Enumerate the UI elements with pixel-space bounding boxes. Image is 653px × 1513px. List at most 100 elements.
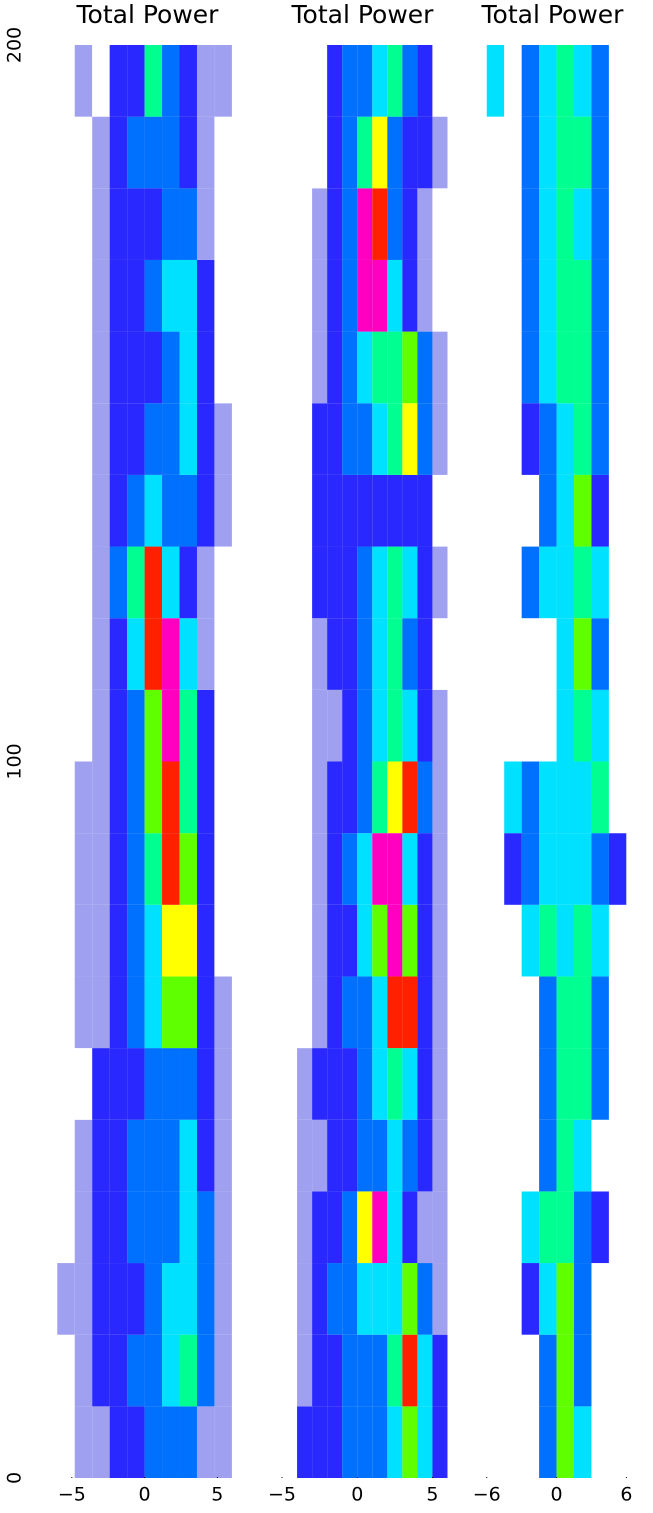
heat-cell xyxy=(417,1119,433,1192)
heat-cell xyxy=(92,45,110,117)
heat-cell xyxy=(417,761,433,834)
heat-cell xyxy=(327,976,343,1049)
heat-cell xyxy=(574,976,592,1049)
heat-cell xyxy=(608,116,627,189)
heat-cell xyxy=(74,618,93,690)
heat-cell xyxy=(92,618,110,690)
heat-cell xyxy=(57,1119,75,1192)
heat-cell xyxy=(486,546,505,619)
heat-cell xyxy=(127,976,145,1049)
heat-cell xyxy=(92,976,110,1049)
heat-cell xyxy=(521,1334,540,1407)
heat-cell xyxy=(486,904,505,977)
heat-cell xyxy=(521,761,540,834)
heat-cell xyxy=(521,188,540,260)
heat-cell xyxy=(504,331,522,404)
heat-cell xyxy=(402,546,418,619)
x-tick-label: 5 xyxy=(426,1484,438,1506)
heat-cell xyxy=(387,761,403,834)
heat-cell xyxy=(74,259,93,332)
heat-cell xyxy=(402,188,418,260)
x-tick-label: −5 xyxy=(268,1484,296,1506)
heat-cell xyxy=(591,833,609,905)
heat-cell xyxy=(608,1048,627,1120)
heat-cell xyxy=(387,1191,403,1264)
heat-cell xyxy=(127,403,145,475)
heat-cell xyxy=(327,116,343,189)
heat-cell xyxy=(196,331,215,404)
heat-cell xyxy=(372,1406,388,1478)
heat-cell xyxy=(179,1119,197,1192)
heat-cell xyxy=(297,546,313,619)
heat-cell xyxy=(92,1119,110,1192)
heat-cell xyxy=(127,689,145,762)
heat-cell xyxy=(214,833,232,905)
heat-cell xyxy=(504,116,522,189)
heat-cell xyxy=(57,1334,75,1407)
heat-cell xyxy=(521,45,540,117)
heat-cell xyxy=(327,1406,343,1478)
heat-cell xyxy=(312,833,328,905)
heat-cell xyxy=(469,833,487,905)
heat-cell xyxy=(127,1406,145,1478)
heat-cell xyxy=(327,403,343,475)
heat-cell xyxy=(196,904,215,977)
heat-cell xyxy=(179,618,197,690)
heat-cell xyxy=(74,403,93,475)
heat-cell xyxy=(74,976,93,1049)
heat-cell xyxy=(109,976,128,1049)
heat-cell xyxy=(162,546,180,619)
heat-cell xyxy=(297,474,313,547)
heat-cell xyxy=(342,1191,358,1264)
heat-cell xyxy=(608,833,627,905)
heat-cell xyxy=(57,904,75,977)
heat-cell xyxy=(162,403,180,475)
heat-cell xyxy=(469,116,487,189)
heat-cell xyxy=(327,1191,343,1264)
heat-cell xyxy=(608,474,627,547)
heat-cell xyxy=(402,618,418,690)
heat-cell xyxy=(372,403,388,475)
heat-cell xyxy=(608,1119,627,1192)
heat-cell xyxy=(144,1263,163,1335)
heat-cell xyxy=(469,1263,487,1335)
heat-cell xyxy=(109,1048,128,1120)
heat-cell xyxy=(486,976,505,1049)
heat-cell xyxy=(144,1406,163,1478)
heat-cell xyxy=(312,761,328,834)
heat-cell xyxy=(402,689,418,762)
heat-cell xyxy=(127,761,145,834)
heat-cell xyxy=(214,188,232,260)
heat-cell xyxy=(162,1119,180,1192)
heat-cell xyxy=(556,1263,575,1335)
heat-cell xyxy=(327,331,343,404)
heat-cell xyxy=(504,1119,522,1192)
heat-cell xyxy=(342,474,358,547)
heat-cell xyxy=(402,1191,418,1264)
heat-cell xyxy=(127,1191,145,1264)
heat-cell xyxy=(574,116,592,189)
heat-cell xyxy=(469,976,487,1049)
heat-cell xyxy=(57,761,75,834)
heat-cell xyxy=(521,1191,540,1264)
heat-cell xyxy=(312,689,328,762)
heat-cell xyxy=(297,1048,313,1120)
heat-cell xyxy=(179,45,197,117)
heat-cell xyxy=(179,259,197,332)
heat-cell xyxy=(297,188,313,260)
heat-cell xyxy=(556,689,575,762)
heat-cell xyxy=(574,904,592,977)
heat-cell xyxy=(539,761,557,834)
heat-cell xyxy=(297,904,313,977)
heat-cell xyxy=(574,474,592,547)
heat-cell xyxy=(556,474,575,547)
heat-cell xyxy=(591,188,609,260)
heat-cell xyxy=(417,45,433,117)
heat-cell xyxy=(327,618,343,690)
heat-cell xyxy=(144,188,163,260)
heat-cell xyxy=(626,689,644,762)
heat-cell xyxy=(608,188,627,260)
heat-cell xyxy=(539,1406,557,1478)
heat-cell xyxy=(591,689,609,762)
heat-cell xyxy=(591,116,609,189)
